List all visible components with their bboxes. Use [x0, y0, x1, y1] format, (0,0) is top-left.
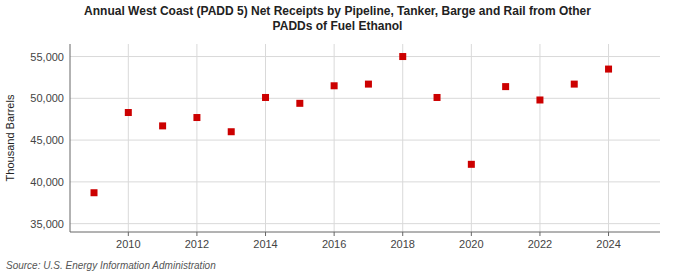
- point: [91, 189, 98, 196]
- y-grid-line: [70, 223, 660, 224]
- axes: 35,000 40,000 45,000 50,000 55,000 2010 2012 20…: [30, 44, 660, 250]
- point: [399, 53, 406, 60]
- y-tick-label: 40,000: [30, 176, 64, 188]
- x-tick-mark: [265, 232, 266, 236]
- x-grid-line: [196, 44, 197, 232]
- grid: [70, 44, 660, 232]
- x-grid-line: [539, 44, 540, 232]
- y-tick-label: 55,000: [30, 51, 64, 63]
- y-grid-line: [70, 181, 660, 182]
- x-tick-mark: [471, 232, 472, 236]
- x-grid-line: [128, 44, 129, 232]
- point: [296, 100, 303, 107]
- x-tick-mark: [608, 232, 609, 236]
- x-grid-line: [334, 44, 335, 232]
- chart-container: Annual West Coast (PADD 5) Net Receipts …: [0, 0, 675, 275]
- y-tick-label: 50,000: [30, 92, 64, 104]
- source-note: Source: U.S. Energy Information Administ…: [6, 260, 216, 271]
- points: [91, 53, 613, 196]
- point: [536, 96, 543, 103]
- point: [502, 83, 509, 90]
- point: [434, 94, 441, 101]
- y-grid-line: [70, 140, 660, 141]
- x-tick-label: 2018: [390, 238, 414, 250]
- x-grid-line: [265, 44, 266, 232]
- y-grid-line: [70, 56, 660, 57]
- x-tick-label: 2014: [253, 238, 277, 250]
- x-grid-line: [471, 44, 472, 232]
- point: [159, 122, 166, 129]
- x-tick-label: 2012: [185, 238, 209, 250]
- x-grid-line: [402, 44, 403, 232]
- x-axis-line: [70, 232, 660, 233]
- point: [365, 81, 372, 88]
- x-tick-label: 2022: [528, 238, 552, 250]
- chart-title-line: Annual West Coast (PADD 5) Net Receipts …: [84, 4, 591, 18]
- x-tick-label: 2024: [596, 238, 620, 250]
- chart-svg: Annual West Coast (PADD 5) Net Receipts …: [0, 0, 675, 275]
- x-tick-mark: [402, 232, 403, 236]
- point: [605, 66, 612, 73]
- point: [228, 128, 235, 135]
- x-tick-mark: [128, 232, 129, 236]
- y-grid-line: [70, 98, 660, 99]
- y-tick-label: 45,000: [30, 134, 64, 146]
- point: [262, 94, 269, 101]
- x-tick-mark: [334, 232, 335, 236]
- x-tick-mark: [539, 232, 540, 236]
- point: [193, 114, 200, 121]
- x-tick-label: 2016: [322, 238, 346, 250]
- point: [125, 109, 132, 116]
- point: [468, 161, 475, 168]
- y-tick-label: 35,000: [30, 218, 64, 230]
- x-tick-mark: [196, 232, 197, 236]
- point: [571, 81, 578, 88]
- y-axis-label: Thousand Barrels: [4, 94, 16, 181]
- chart-title: Annual West Coast (PADD 5) Net Receipts …: [84, 4, 591, 33]
- point: [331, 82, 338, 89]
- y-axis-line: [70, 44, 71, 232]
- x-tick-label: 2010: [116, 238, 140, 250]
- x-tick-label: 2020: [459, 238, 483, 250]
- chart-title-line: PADDs of Fuel Ethanol: [273, 19, 403, 33]
